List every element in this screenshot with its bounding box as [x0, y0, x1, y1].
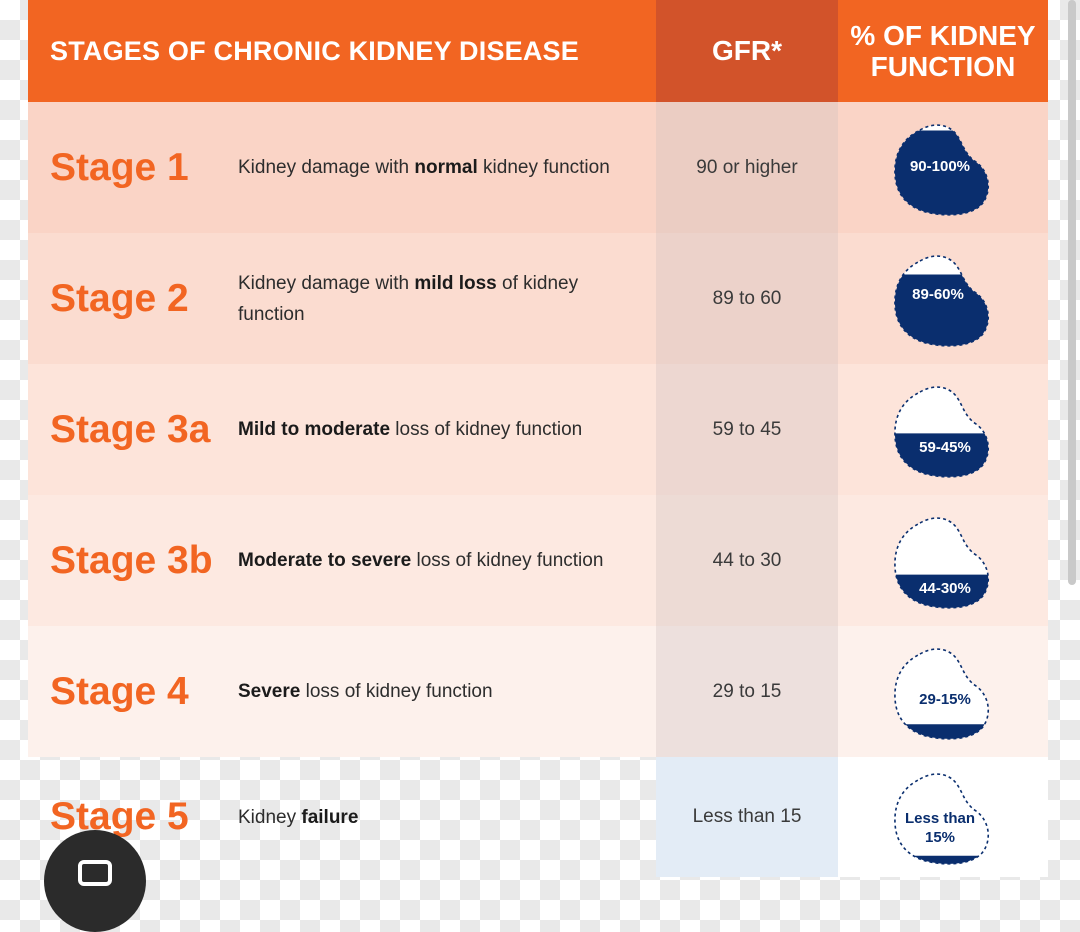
kidney-icon: 89-60%: [894, 254, 989, 347]
stage-name: Stage 2: [50, 276, 189, 320]
stage-name: Stage 3a: [50, 407, 211, 451]
desc-emphasis: failure: [301, 806, 359, 828]
function-percent-label-line2: 15%: [925, 829, 955, 846]
function-percent-label-line1: Less than: [905, 810, 975, 827]
camera-icon: [78, 860, 112, 886]
desc-text: Kidney: [238, 806, 302, 828]
table-row: Stage 3b Moderate to severe loss of kidn…: [28, 495, 1048, 626]
desc-text: loss of kidney function: [411, 550, 604, 571]
table-row: Stage 2 Kidney damage with mild loss of …: [28, 233, 1048, 364]
gfr-value: Less than 15: [656, 757, 838, 877]
kidney-function-cell: 44-30%: [838, 495, 1048, 626]
function-percent-label: 29-15%: [919, 691, 971, 708]
desc-emphasis: Moderate to severe: [238, 550, 412, 571]
kidney-icon: 90-100%: [894, 123, 989, 216]
table-row: Stage 1 Kidney damage with normal kidney…: [28, 102, 1048, 233]
kidney-function-cell: 90-100%: [838, 102, 1048, 233]
table-header: STAGES OF CHRONIC KIDNEY DISEASE GFR* % …: [28, 0, 1048, 102]
function-percent-label: 89-60%: [912, 286, 964, 303]
ckd-stages-table: STAGES OF CHRONIC KIDNEY DISEASE GFR* % …: [28, 0, 1048, 877]
gfr-value: 90 or higher: [656, 102, 838, 233]
function-percent-label: 90-100%: [910, 158, 970, 175]
table-row: Stage 5 Kidney failure Less than 15 Less…: [28, 757, 1048, 877]
scrollbar[interactable]: [1068, 0, 1076, 585]
kidney-function-cell: 59-45%: [838, 364, 1048, 495]
desc-text: kidney function: [477, 157, 610, 178]
desc-text: loss of kidney function: [300, 681, 493, 702]
kidney-icon: 29-15%: [894, 647, 989, 740]
desc-emphasis: Severe: [238, 681, 301, 702]
gfr-value: 59 to 45: [656, 364, 838, 495]
stage-description: Kidney damage with mild loss of kidney f…: [238, 233, 648, 364]
kidney-icon: Less than 15%: [894, 773, 989, 865]
gfr-value: 44 to 30: [656, 495, 838, 626]
header-gfr-column: GFR*: [656, 0, 838, 102]
function-percent-label: 44-30%: [919, 580, 971, 597]
table-row: Stage 3a Mild to moderate loss of kidney…: [28, 364, 1048, 495]
desc-emphasis: normal: [414, 157, 478, 178]
stage-name: Stage 1: [50, 145, 189, 189]
desc-text: Kidney damage with: [238, 272, 415, 294]
desc-emphasis: Mild to moderate: [238, 419, 391, 440]
stage-description: Severe loss of kidney function: [238, 626, 648, 757]
stage-description: Mild to moderate loss of kidney function: [238, 364, 648, 495]
kidney-function-cell: 89-60%: [838, 233, 1048, 364]
stage-name: Stage 3b: [50, 538, 213, 582]
desc-text: of kidney function: [238, 272, 579, 325]
stage-description: Moderate to severe loss of kidney functi…: [238, 495, 648, 626]
gfr-value: 29 to 15: [656, 626, 838, 757]
stage-description: Kidney damage with normal kidney functio…: [238, 102, 648, 233]
header-function-line1: % OF KIDNEY: [850, 20, 1036, 51]
function-percent-label: 59-45%: [919, 439, 971, 456]
screenshot-camera-button[interactable]: [44, 830, 146, 932]
header-function-column: % OF KIDNEY FUNCTION: [838, 0, 1048, 102]
kidney-function-cell: Less than 15%: [838, 757, 1048, 877]
desc-emphasis: mild loss: [414, 272, 497, 294]
desc-text: Kidney damage with: [238, 157, 415, 178]
table-row: Stage 4 Severe loss of kidney function 2…: [28, 626, 1048, 757]
kidney-icon: 59-45%: [894, 385, 989, 478]
stage-name: Stage 4: [50, 669, 189, 713]
desc-text: loss of kidney function: [390, 419, 583, 440]
kidney-icon: 44-30%: [894, 516, 989, 609]
gfr-value: 89 to 60: [656, 233, 838, 364]
stage-description: Kidney failure: [238, 757, 648, 877]
stage-name: Stage 5: [50, 795, 189, 838]
kidney-function-cell: 29-15%: [838, 626, 1048, 757]
header-stage-column: STAGES OF CHRONIC KIDNEY DISEASE: [50, 35, 579, 66]
header-function-line2: FUNCTION: [870, 51, 1016, 82]
